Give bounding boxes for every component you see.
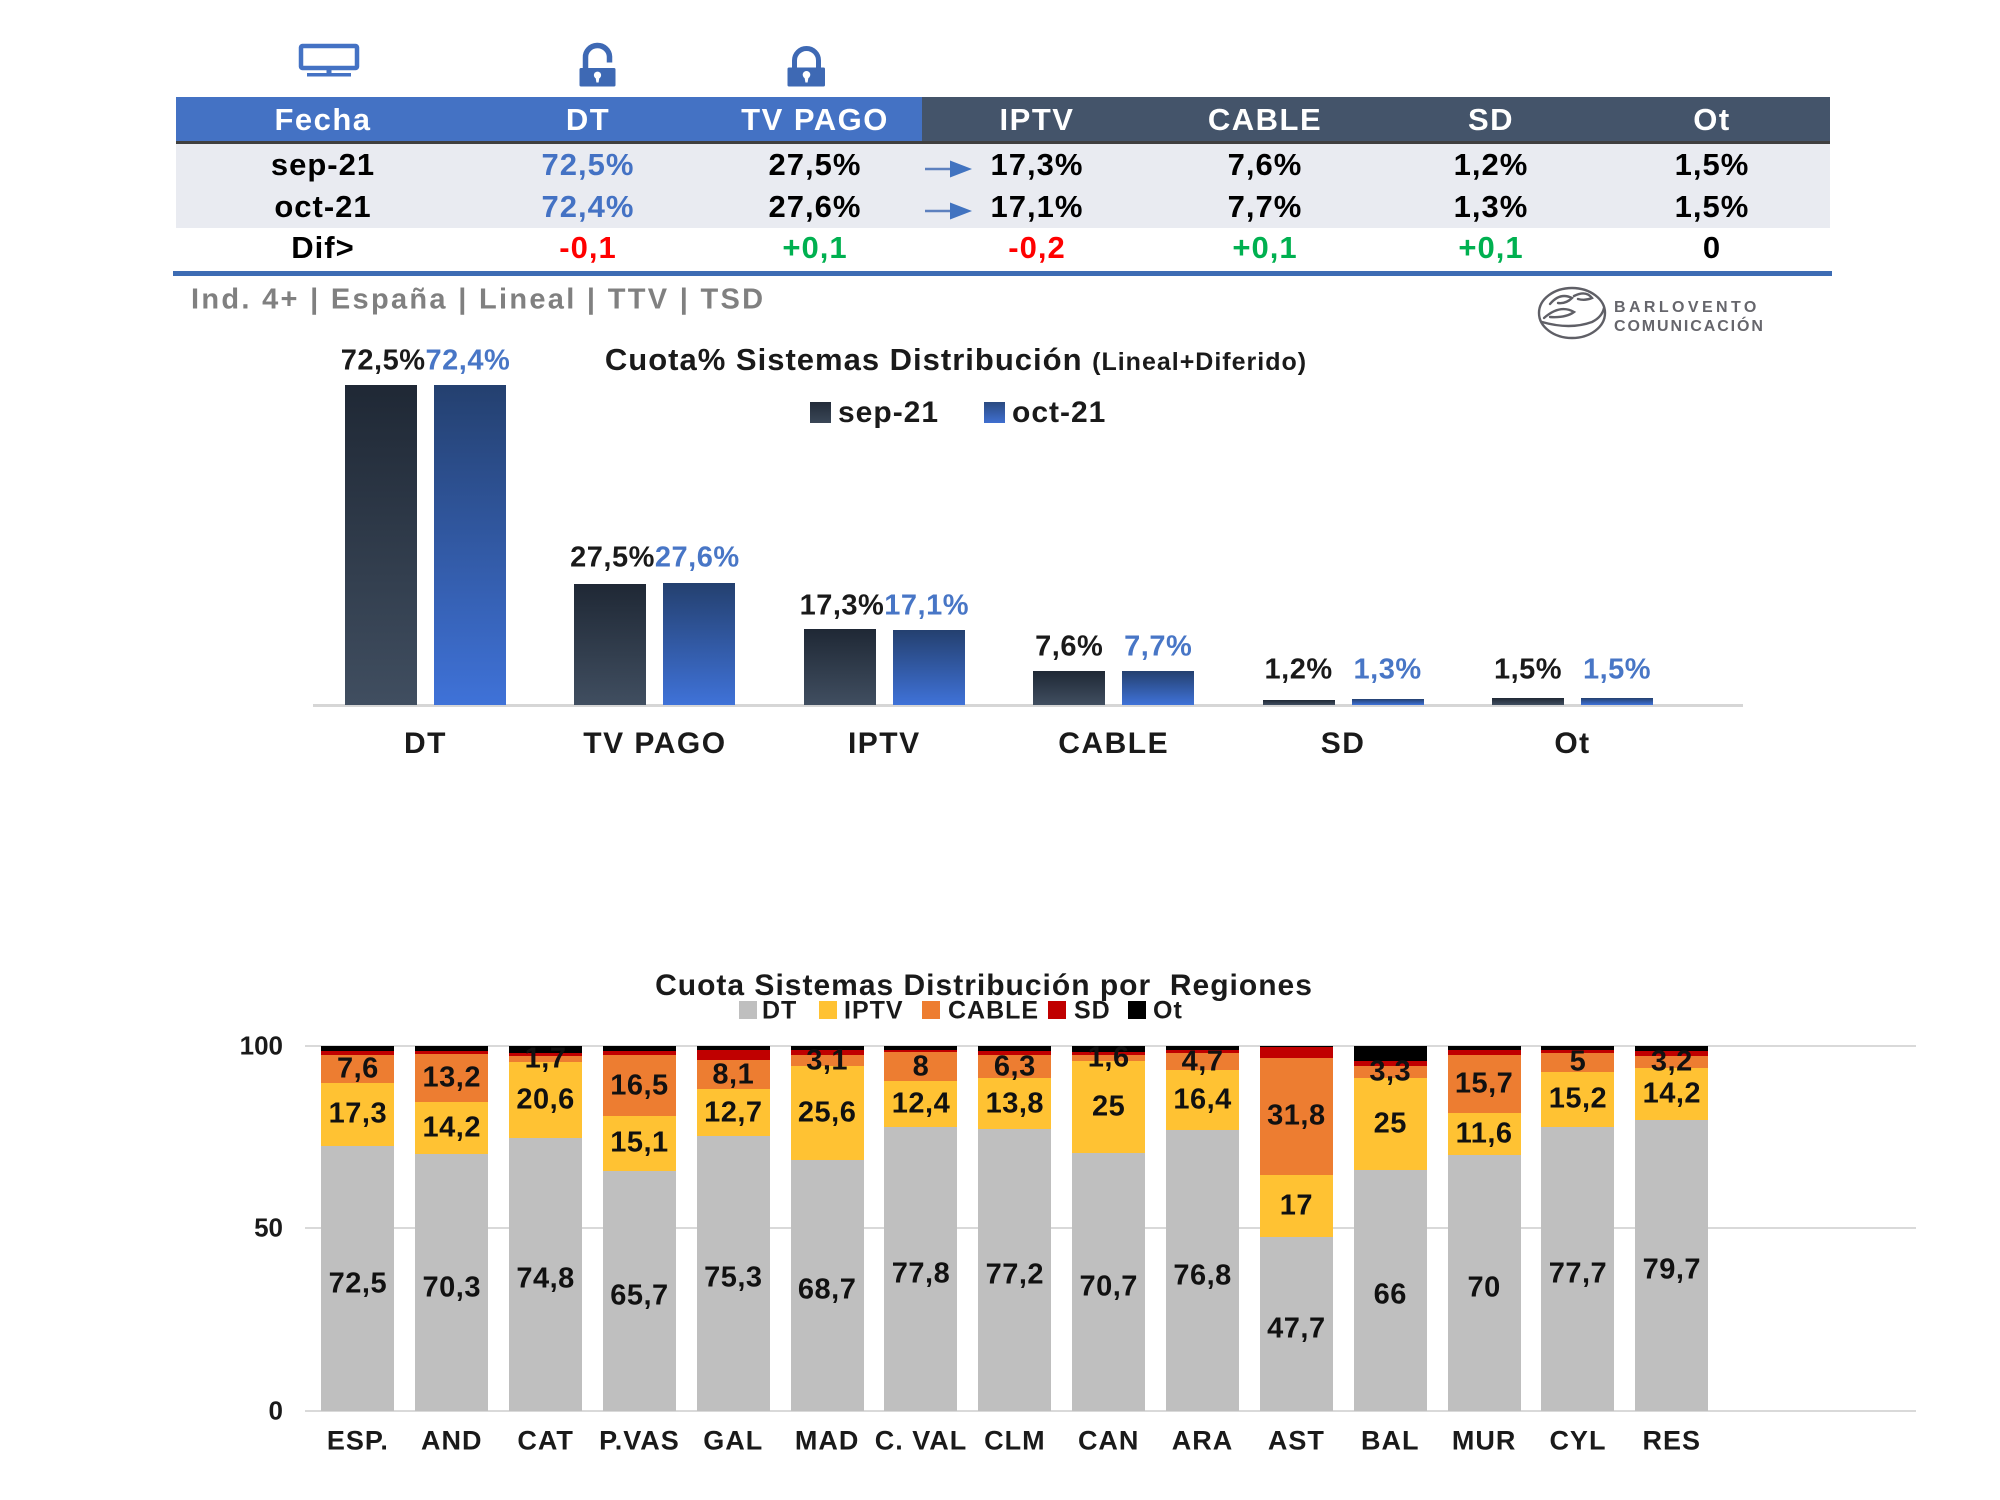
svg-text:COMUNICACIÓN: COMUNICACIÓN: [1614, 316, 1765, 335]
svg-text:BARLOVENTO: BARLOVENTO: [1614, 299, 1760, 316]
